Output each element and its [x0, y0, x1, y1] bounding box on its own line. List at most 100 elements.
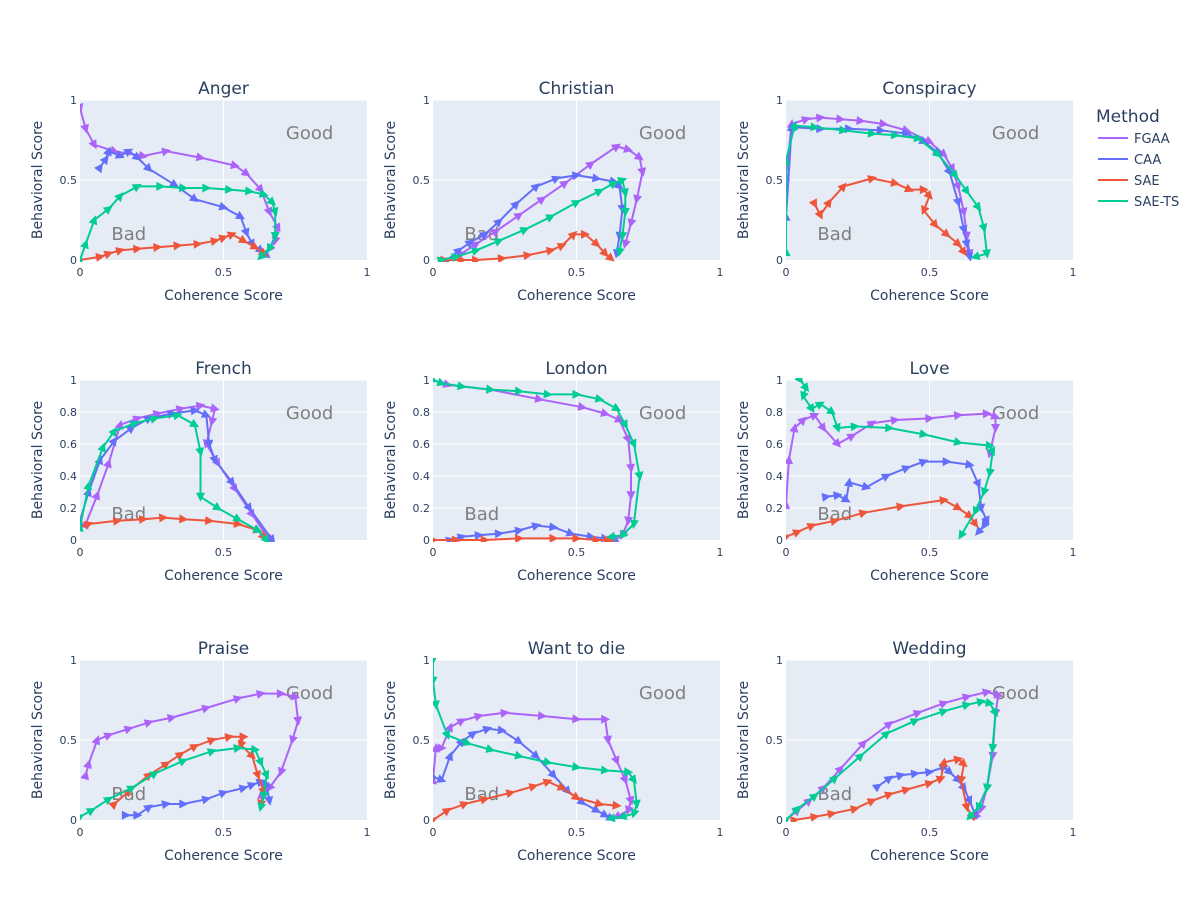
- data-point-marker: [827, 809, 837, 819]
- legend-item-fgaa[interactable]: FGAA: [1098, 132, 1170, 147]
- data-point-marker: [901, 128, 912, 138]
- data-point-marker: [270, 232, 280, 241]
- data-point-marker: [536, 196, 547, 206]
- data-point-marker: [880, 730, 891, 740]
- data-point-marker: [258, 189, 269, 198]
- annotation-good: Good: [992, 683, 1039, 704]
- data-point-marker: [218, 234, 229, 244]
- data-point-marker: [958, 207, 968, 217]
- data-point-marker: [269, 206, 279, 217]
- data-point-marker: [634, 471, 644, 481]
- data-point-marker: [618, 529, 629, 539]
- data-point-marker: [433, 378, 438, 383]
- annotation-good: Good: [286, 403, 333, 424]
- data-point-marker: [571, 762, 582, 771]
- data-point-marker: [986, 446, 996, 457]
- data-point-marker: [255, 756, 264, 767]
- series-fgaa: [786, 409, 1001, 510]
- data-point-marker: [617, 177, 628, 186]
- data-point-marker: [980, 486, 990, 497]
- data-point-marker: [102, 205, 113, 215]
- y-tick-label: 1: [70, 94, 77, 107]
- data-point-marker: [966, 810, 976, 821]
- data-point-marker: [467, 730, 478, 740]
- x-tick-label: 0.5: [921, 826, 939, 839]
- data-point-marker: [903, 183, 914, 193]
- annotation-bad: Bad: [817, 224, 852, 245]
- data-point-marker: [993, 689, 1004, 699]
- data-point-marker: [617, 811, 628, 821]
- y-tick-label: 0.4: [60, 470, 78, 483]
- legend-item-caa[interactable]: CAA: [1098, 153, 1161, 168]
- legend-item-sae[interactable]: SAE: [1098, 174, 1160, 189]
- data-point-marker: [252, 770, 262, 780]
- data-point-marker: [168, 178, 179, 188]
- data-point-marker: [957, 757, 968, 768]
- data-point-marker: [218, 789, 229, 799]
- data-point-marker: [433, 771, 438, 780]
- data-point-marker: [276, 689, 286, 699]
- data-point-marker: [457, 255, 467, 262]
- data-point-marker: [473, 712, 484, 722]
- x-axis-title: Coherence Score: [164, 568, 283, 584]
- data-point-marker: [547, 769, 557, 779]
- data-point-marker: [837, 182, 847, 193]
- data-point-marker: [556, 242, 567, 252]
- data-point-marker: [854, 752, 865, 763]
- data-point-marker: [953, 437, 964, 446]
- data-point-marker: [252, 524, 263, 533]
- data-point-marker: [493, 238, 504, 247]
- data-point-marker: [523, 251, 533, 261]
- data-point-marker: [809, 412, 820, 421]
- x-tick-label: 0: [430, 266, 437, 279]
- data-point-marker: [224, 184, 235, 194]
- y-axis-title: Behavioral Score: [30, 681, 46, 799]
- data-point-marker: [919, 429, 929, 439]
- data-point-marker: [890, 416, 901, 426]
- y-tick-label: 1: [423, 654, 430, 667]
- data-point-marker: [156, 181, 166, 191]
- data-point-marker: [958, 529, 968, 540]
- data-point-marker: [88, 215, 98, 226]
- data-point-marker: [433, 658, 438, 665]
- series-sae-ts: [436, 177, 630, 262]
- data-point-marker: [970, 251, 981, 261]
- data-point-marker: [909, 718, 920, 727]
- data-point-marker: [233, 744, 243, 753]
- data-point-marker: [605, 813, 616, 822]
- panel-title: Conspiracy: [882, 79, 976, 99]
- y-tick-label: 0: [776, 814, 783, 827]
- data-point-marker: [433, 676, 438, 686]
- y-axis-title: Behavioral Score: [736, 401, 752, 519]
- data-point-marker: [826, 406, 837, 415]
- series-sae: [80, 231, 268, 262]
- y-tick-label: 0: [776, 254, 783, 267]
- legend-item-sae-ts[interactable]: SAE-TS: [1098, 195, 1179, 210]
- data-point-marker: [591, 173, 602, 183]
- data-point-marker: [943, 765, 954, 776]
- data-point-marker: [232, 695, 243, 704]
- data-point-marker: [193, 239, 203, 249]
- series-line: [786, 412, 997, 505]
- data-point-marker: [189, 743, 200, 753]
- annotation-good: Good: [992, 123, 1039, 144]
- x-tick-label: 1: [364, 826, 371, 839]
- data-point-marker: [250, 744, 261, 754]
- data-point-marker: [108, 800, 119, 811]
- data-point-marker: [433, 700, 440, 710]
- data-point-marker: [850, 422, 860, 432]
- data-point-marker: [545, 214, 556, 223]
- y-tick-label: 1: [70, 374, 77, 387]
- series-sae-ts: [786, 698, 999, 822]
- data-point-marker: [531, 522, 542, 532]
- data-point-marker: [211, 502, 222, 511]
- data-point-marker: [457, 381, 467, 391]
- data-point-marker: [278, 766, 287, 777]
- y-tick-label: 0: [423, 534, 430, 547]
- data-point-marker: [115, 247, 126, 256]
- annotation-good: Good: [639, 123, 686, 144]
- data-point-marker: [833, 491, 843, 501]
- data-point-marker: [960, 185, 970, 196]
- data-point-marker: [840, 494, 851, 503]
- data-point-marker: [786, 211, 791, 221]
